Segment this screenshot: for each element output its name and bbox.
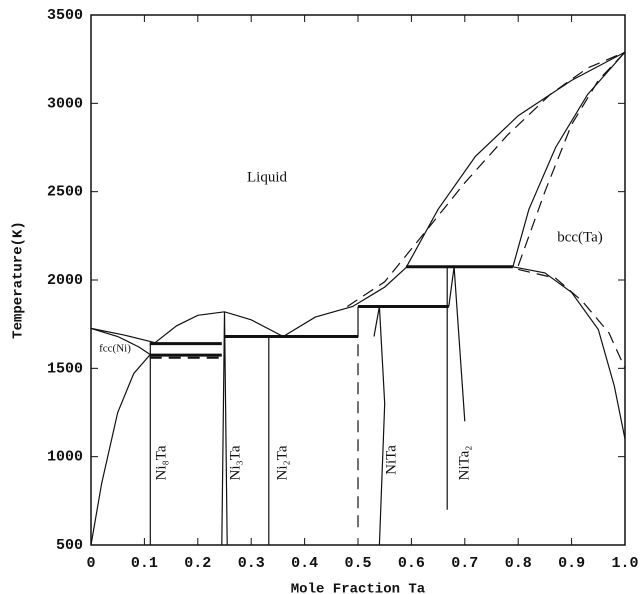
phase-boundary [346,51,626,308]
y-tick-label: 2500 [47,184,83,201]
y-tick-label: 1000 [47,449,83,466]
phase-boundary [90,354,151,546]
annotation: Liquid [247,169,287,185]
phase-boundary [405,51,626,268]
x-tick-label: 1.0 [611,555,638,572]
y-tick-label: 3500 [47,7,83,24]
phase-boundary [512,51,626,267]
y-tick-label: 1500 [47,360,83,377]
phase-boundary [282,267,407,338]
y-tick-label: 3000 [47,95,83,112]
y-axis-label: Temperature(K) [11,221,27,339]
annotation: NiTa [383,445,399,475]
phase-boundary [90,327,156,344]
annotation: fcc(Ni) [99,343,131,355]
phase-boundary [154,311,284,344]
phase-boundary [221,311,228,546]
x-tick-label: 0.1 [131,555,158,572]
annotation: Ni₂Ta [274,445,290,480]
x-tick-label: 0 [86,555,95,572]
phase-boundary [517,51,626,267]
x-tick-label: 0.8 [505,555,532,572]
x-tick-label: 0.5 [344,555,371,572]
x-tick-label: 0.7 [451,555,478,572]
x-tick-label: 0.6 [398,555,425,572]
annotation: Ni₈Ta [153,445,169,480]
phase-boundary [512,266,626,440]
x-tick-label: 0.3 [238,555,265,572]
y-tick-label: 2000 [47,272,83,289]
phase-boundary [90,327,151,355]
x-tick-label: 0.2 [184,555,211,572]
annotation: bcc(Ta) [557,229,603,245]
annotation: Ni₃Ta [227,445,243,480]
x-axis-label: Mole Fraction Ta [291,582,426,594]
phase-boundary [518,268,626,369]
x-tick-label: 0.4 [291,555,318,572]
phase-boundary [448,266,466,422]
phase-boundary [373,306,386,546]
annotation: NiTa₂ [456,445,472,480]
y-tick-label: 500 [56,537,83,554]
x-tick-label: 0.9 [558,555,585,572]
